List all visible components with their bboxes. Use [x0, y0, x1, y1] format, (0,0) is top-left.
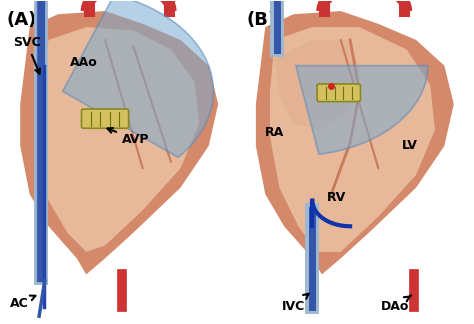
Polygon shape [270, 27, 435, 252]
Text: RV: RV [327, 191, 346, 203]
Text: SVC: SVC [13, 36, 41, 74]
Text: (A): (A) [6, 11, 36, 29]
Text: (B): (B) [246, 11, 276, 29]
Text: RA: RA [265, 126, 284, 139]
Text: DAo: DAo [381, 295, 411, 313]
Text: AAo: AAo [70, 56, 98, 69]
Polygon shape [256, 11, 454, 274]
Polygon shape [296, 66, 428, 154]
Polygon shape [275, 40, 359, 130]
Text: AC: AC [10, 295, 36, 309]
Polygon shape [20, 11, 218, 274]
FancyBboxPatch shape [317, 84, 360, 102]
FancyBboxPatch shape [82, 109, 128, 128]
Polygon shape [39, 27, 199, 252]
Text: IVC: IVC [282, 294, 309, 313]
Text: AVP: AVP [108, 128, 149, 146]
Polygon shape [63, 0, 213, 157]
Text: LV: LV [402, 139, 418, 152]
